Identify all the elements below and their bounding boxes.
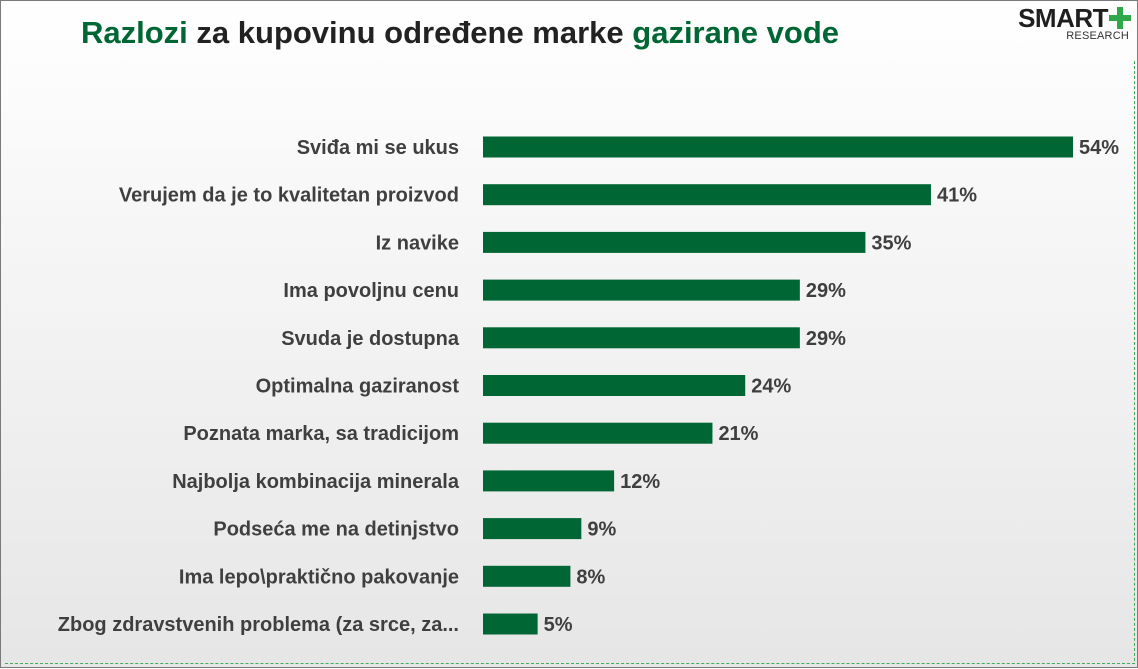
category-label: Zbog zdravstvenih problema (za srce, za.… xyxy=(58,614,459,636)
title-accent-razlozi: Razlozi xyxy=(81,15,188,50)
bar xyxy=(483,565,571,587)
value-label: 29% xyxy=(806,280,846,302)
category-label: Optimalna gaziranost xyxy=(256,376,460,398)
bar xyxy=(483,470,615,492)
bar xyxy=(483,327,800,349)
bar xyxy=(483,375,746,396)
value-label: 5% xyxy=(544,614,573,636)
title-middle: za kupovinu određene marke xyxy=(187,15,633,50)
category-label: Svuda je dostupna xyxy=(281,328,460,350)
bar xyxy=(483,136,1073,158)
category-label: Poznata marka, sa tradicijom xyxy=(183,423,459,445)
value-label: 12% xyxy=(620,471,660,493)
bottom-edge-border xyxy=(5,663,1135,664)
plus-icon xyxy=(1109,7,1131,29)
category-label: Ima povoljnu cenu xyxy=(283,280,459,302)
bar xyxy=(483,279,800,301)
value-label: 35% xyxy=(871,232,911,254)
bar xyxy=(483,231,866,253)
title-accent-gazirane-vode: gazirane vode xyxy=(632,15,840,50)
value-label: 54% xyxy=(1079,137,1119,159)
value-label: 24% xyxy=(751,376,791,398)
category-label: Podseća me na detinjstvo xyxy=(213,519,459,541)
category-label: Verujem da je to kvalitetan proizvod xyxy=(119,185,459,207)
bar xyxy=(483,518,582,540)
logo-word: SMART xyxy=(1018,3,1108,33)
value-label: 21% xyxy=(718,423,758,445)
logo-main: SMART xyxy=(1018,3,1131,33)
value-label: 29% xyxy=(806,328,846,350)
smart-research-logo: SMART RESEARCH xyxy=(1001,3,1131,42)
category-label: Sviđa mi se ukus xyxy=(297,137,459,159)
logo-subtitle: RESEARCH xyxy=(1066,30,1129,42)
category-label: Iz navike xyxy=(376,232,459,254)
value-label: 9% xyxy=(587,519,616,541)
right-edge-border xyxy=(1134,61,1135,661)
category-label: Ima lepo\praktično pakovanje xyxy=(179,566,459,588)
bar xyxy=(483,184,931,206)
value-label: 8% xyxy=(576,566,605,588)
value-label: 41% xyxy=(937,185,977,207)
chart-title: Razlozi za kupovinu određene marke gazir… xyxy=(81,15,839,51)
bar xyxy=(483,613,538,635)
category-label: Najbolja kombinacija minerala xyxy=(172,471,460,493)
bar xyxy=(483,422,713,444)
